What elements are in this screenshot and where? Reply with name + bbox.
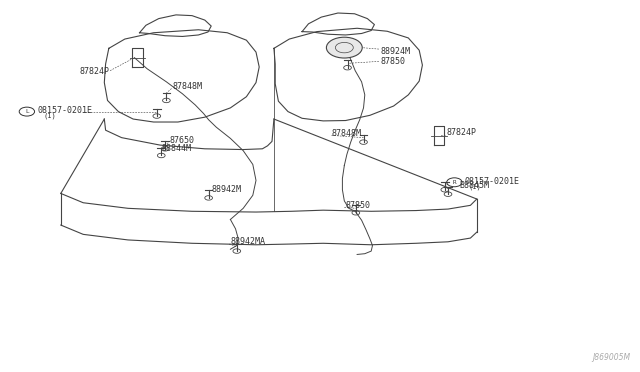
Text: (1): (1) [44, 112, 56, 119]
Text: J869005M: J869005M [592, 353, 630, 362]
Text: (1): (1) [468, 183, 481, 190]
Text: 88924M: 88924M [381, 47, 411, 56]
Text: 88942M: 88942M [211, 185, 241, 194]
Text: B8845M: B8845M [460, 182, 490, 190]
Circle shape [326, 37, 362, 58]
Text: 87824P: 87824P [447, 128, 477, 137]
Text: 87848M: 87848M [332, 129, 362, 138]
Text: 88844M: 88844M [161, 144, 191, 153]
Text: 87824P: 87824P [80, 67, 110, 76]
Text: R: R [452, 180, 456, 185]
Text: 87850: 87850 [346, 201, 371, 210]
Text: L: L [25, 109, 29, 114]
Text: 88942MA: 88942MA [230, 237, 266, 246]
Text: 87650: 87650 [170, 136, 195, 145]
Text: 08157-0201E: 08157-0201E [465, 177, 520, 186]
Text: 87848M: 87848M [173, 82, 203, 91]
Text: 08157-0201E: 08157-0201E [37, 106, 92, 115]
Text: 87850: 87850 [381, 57, 406, 66]
